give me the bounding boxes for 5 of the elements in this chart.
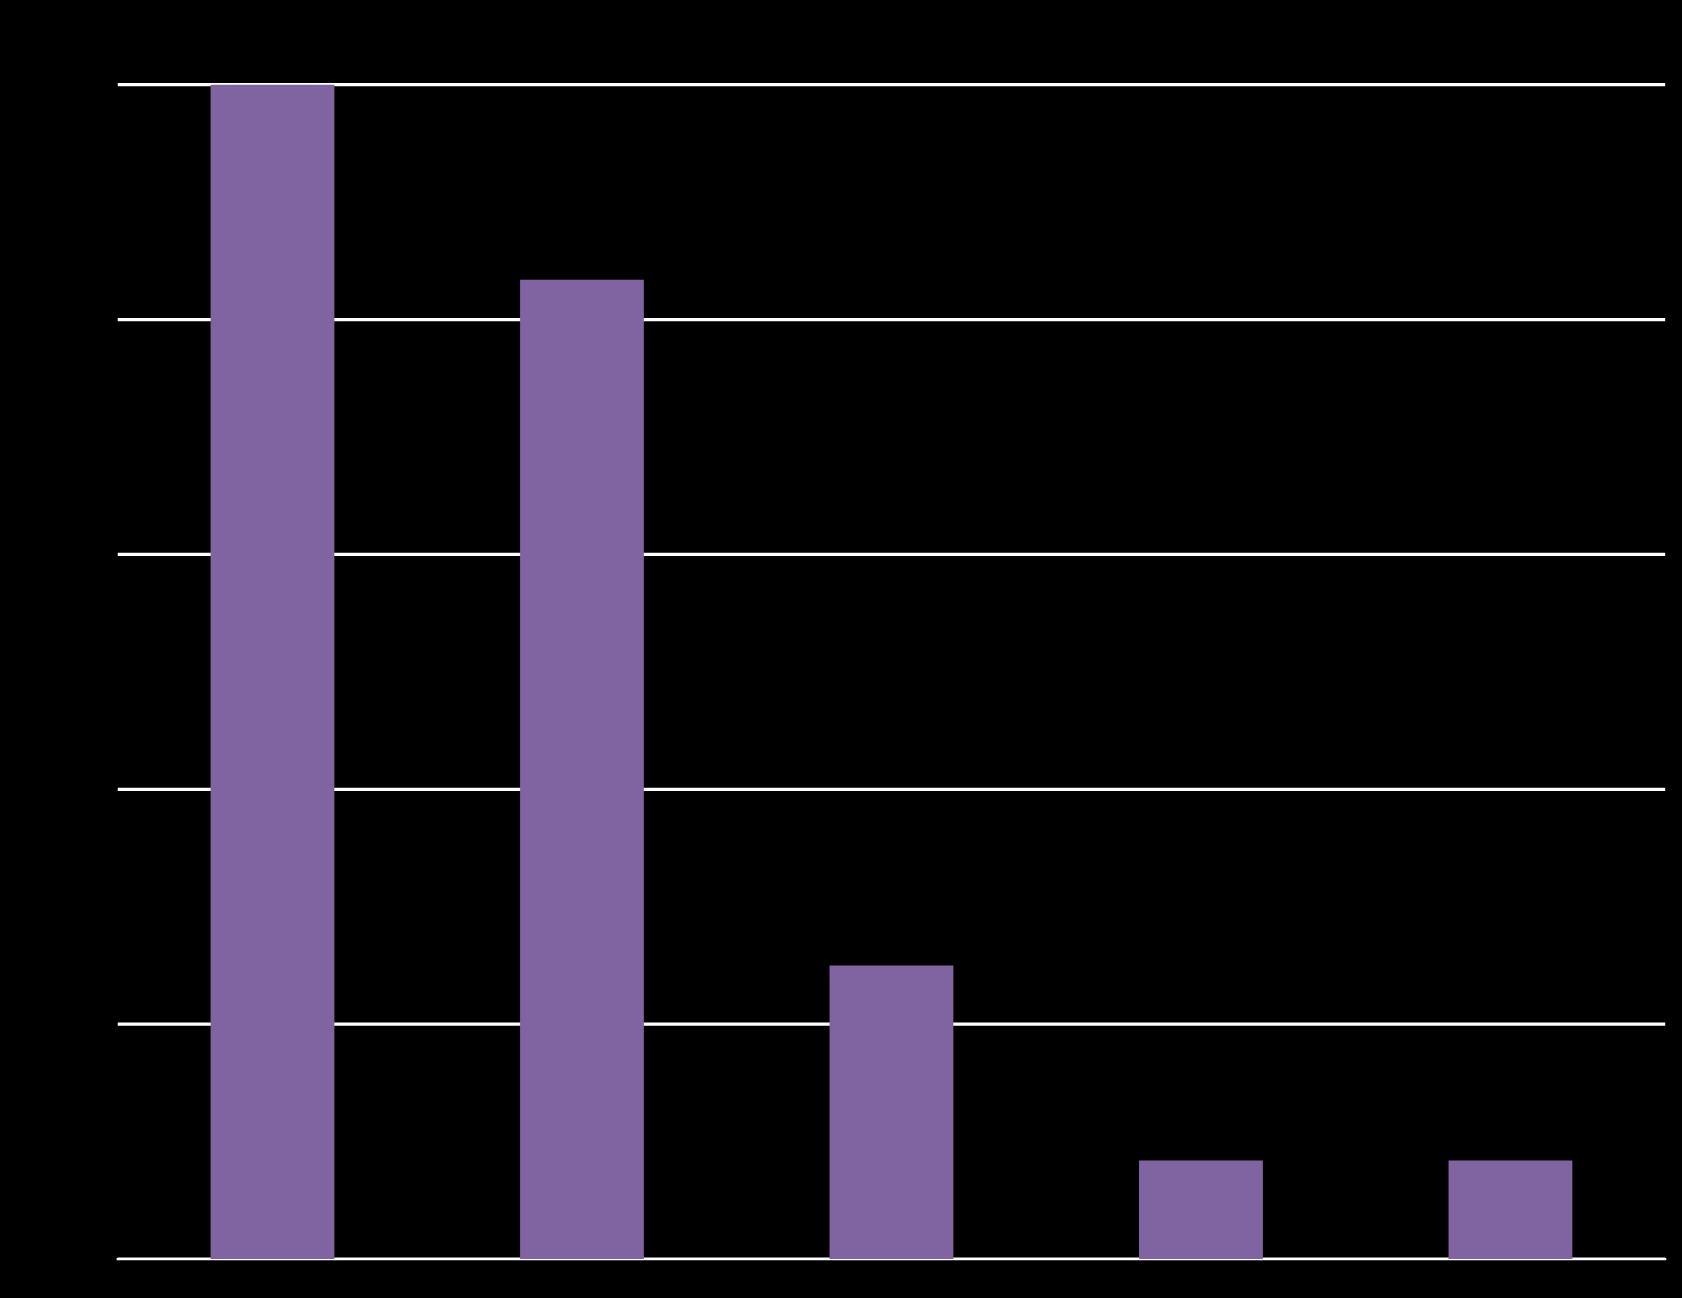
bar [829, 965, 954, 1260]
bar [520, 279, 644, 1260]
bar [1139, 1160, 1263, 1260]
bar [1448, 1160, 1573, 1260]
bar [210, 84, 335, 1260]
